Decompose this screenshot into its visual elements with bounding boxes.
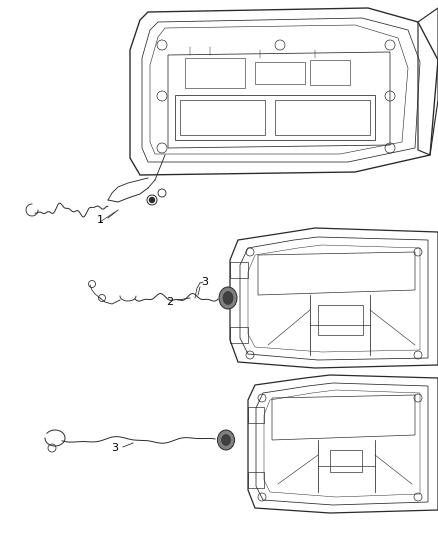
Bar <box>248 472 264 488</box>
Ellipse shape <box>218 430 234 450</box>
Text: 2: 2 <box>166 297 173 307</box>
Circle shape <box>149 198 155 203</box>
Ellipse shape <box>223 292 233 304</box>
Text: 3: 3 <box>112 443 119 453</box>
Bar <box>248 407 264 423</box>
Bar <box>275 100 370 135</box>
Ellipse shape <box>219 287 237 309</box>
Bar <box>230 327 248 343</box>
Text: 1: 1 <box>96 215 103 225</box>
Ellipse shape <box>222 434 230 446</box>
Bar <box>185 58 245 88</box>
Bar <box>318 305 363 335</box>
Text: 3: 3 <box>201 277 208 287</box>
Bar <box>175 95 375 140</box>
Bar <box>310 60 350 85</box>
Bar <box>230 262 248 278</box>
Bar <box>255 62 305 84</box>
Bar <box>180 100 265 135</box>
Bar <box>330 450 362 472</box>
